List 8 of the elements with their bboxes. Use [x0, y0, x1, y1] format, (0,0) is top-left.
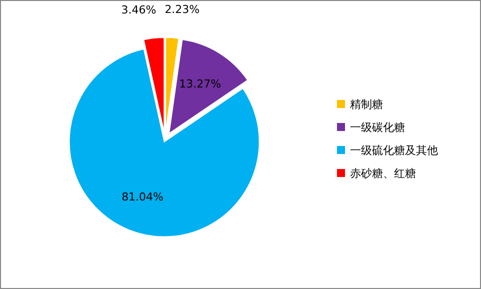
- data-label: 2.23%: [164, 3, 200, 16]
- data-label: 3.46%: [121, 4, 156, 17]
- legend-label: 一级硫化糖及其他: [350, 144, 438, 157]
- legend-label: 赤砂糖、红糖: [350, 167, 416, 180]
- legend-label: 一级碳化糖: [350, 121, 405, 134]
- data-label: 81.04%: [122, 190, 164, 204]
- legend-label: 精制糖: [350, 98, 383, 111]
- data-label: 13.27%: [179, 78, 222, 91]
